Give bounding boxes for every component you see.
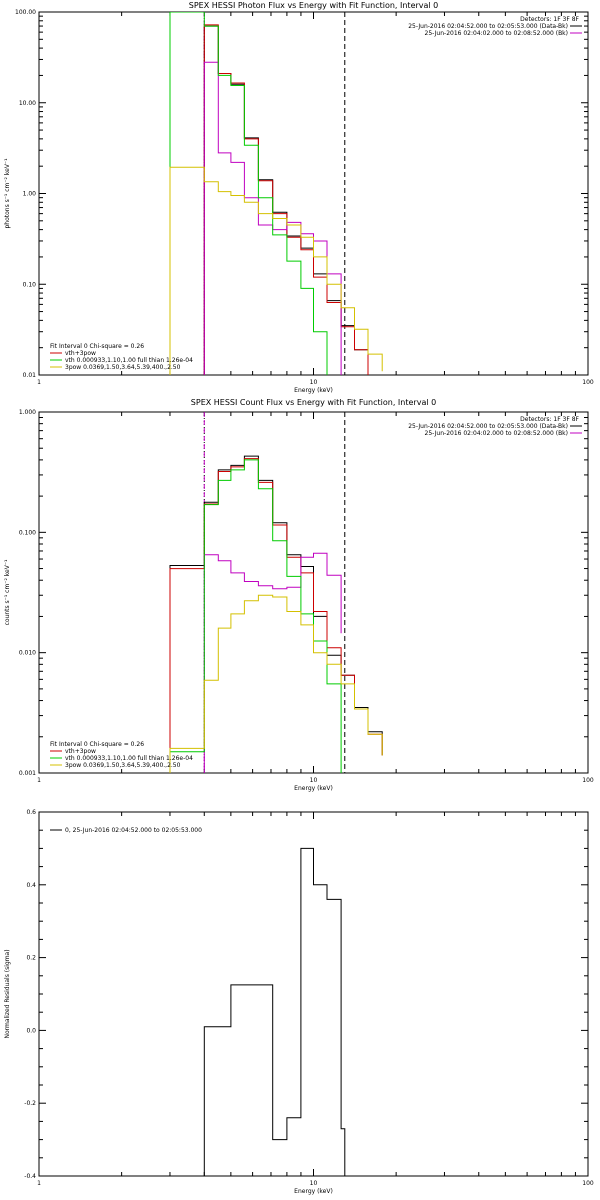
panel-count: SPEX HESSI Count Flux vs Energy with Fit…	[4, 398, 594, 792]
x-tick-label: 100	[582, 1180, 594, 1187]
legend-left-entry: Fit Interval 0 Chi-square = 0.26	[50, 741, 144, 748]
y-tick-label: 10.00	[19, 100, 36, 107]
series-line-2	[204, 553, 341, 773]
legend-left-entry: 3pow 0.0369,1.50,3.64,5.39,400.,2.50	[65, 762, 181, 769]
spectrum-figure: SPEX HESSI Photon Flux vs Energy with Fi…	[0, 0, 600, 1200]
y-tick-label: -0.4	[24, 1173, 36, 1180]
panel-photon: SPEX HESSI Photon Flux vs Energy with Fi…	[4, 1, 594, 394]
y-tick-label: 0.10	[23, 281, 37, 288]
x-tick-label: 100	[582, 379, 594, 386]
y-tick-label: 0.6	[26, 809, 36, 816]
y-tick-label: -0.2	[24, 1100, 36, 1107]
y-tick-label: 1.000	[19, 409, 36, 416]
x-axis-label: Energy (keV)	[294, 387, 333, 394]
series-line-3	[170, 12, 327, 375]
y-tick-label: 0.001	[19, 770, 36, 777]
x-tick-label: 1	[37, 777, 41, 784]
x-tick-label: 100	[582, 777, 594, 784]
legend-right-entry: 25-Jun-2016 02:04:52.000 to 02:05:53.000…	[408, 23, 568, 30]
legend-right-entry: 25-Jun-2016 02:04:02.000 to 02:08:52.000…	[425, 30, 568, 37]
legend-right-entry: Detectors: 1F 3F 8F	[520, 16, 579, 23]
series-line-1	[170, 459, 382, 773]
series-line-0	[204, 848, 344, 1176]
series-line-1	[204, 25, 368, 375]
series-line-4	[170, 167, 382, 375]
plot-area	[170, 412, 382, 773]
x-axis-label: Energy (keV)	[294, 1188, 333, 1195]
x-tick-label: 1	[37, 379, 41, 386]
y-axis-label: Normalized Residuals (sigma)	[4, 949, 11, 1038]
y-tick-label: 0.2	[26, 955, 36, 962]
y-tick-label: 0.0	[26, 1027, 36, 1034]
plot-area	[204, 848, 344, 1176]
x-tick-label: 10	[310, 379, 318, 386]
legend-right-entry: Detectors: 1F 3F 8F	[520, 416, 579, 423]
x-tick-label: 10	[310, 1180, 318, 1187]
y-axis-label: photons s⁻¹ cm⁻² keV⁻¹	[4, 158, 11, 229]
x-tick-label: 1	[37, 1180, 41, 1187]
panel-residuals: 1 10 100 Energy (keV) -0.4 -0.2 0.0 0.2 0.4 0.6 No…	[4, 809, 594, 1195]
chart-title: SPEX HESSI Count Flux vs Energy with Fit…	[191, 398, 436, 407]
legend-right-entry: 25-Jun-2016 02:04:02.000 to 02:08:52.000…	[425, 430, 568, 437]
x-axis-label: Energy (keV)	[294, 785, 333, 792]
legend-left-entry: vth+3pow	[65, 748, 96, 755]
legend-left-entry: Fit Interval 0 Chi-square = 0.26	[50, 343, 144, 350]
legend-right-entry: 25-Jun-2016 02:04:52.000 to 02:05:53.000…	[408, 423, 568, 430]
series-line-4	[170, 595, 382, 773]
y-tick-label: 100.00	[15, 9, 36, 16]
legend-left-entry: vth 0.000933,1.10,1.00 full thian 1.26e-…	[65, 755, 193, 762]
legend-left-entry: 0, 25-Jun-2016 02:04:52.000 to 02:05:53.…	[65, 827, 202, 834]
legend-left-entry: vth+3pow	[65, 350, 96, 357]
y-tick-label: 1.00	[23, 191, 37, 198]
chart-title: SPEX HESSI Photon Flux vs Energy with Fi…	[189, 1, 439, 10]
y-axis-label: counts s⁻¹ cm⁻² keV⁻¹	[4, 559, 11, 625]
y-tick-label: 0.01	[23, 372, 37, 379]
plot-area	[170, 12, 382, 375]
y-tick-label: 0.4	[26, 882, 36, 889]
y-tick-label: 0.100	[19, 529, 36, 536]
series-line-0	[204, 26, 368, 375]
legend-left-entry: vth 0.000933,1.10,1.00 full thian 1.26e-…	[65, 357, 193, 364]
x-tick-label: 10	[310, 777, 318, 784]
y-tick-label: 0.010	[19, 650, 36, 657]
legend-left-entry: 3pow 0.0369,1.50,3.64,5.39,400.,2.50	[65, 364, 181, 371]
series-line-0	[170, 456, 382, 773]
